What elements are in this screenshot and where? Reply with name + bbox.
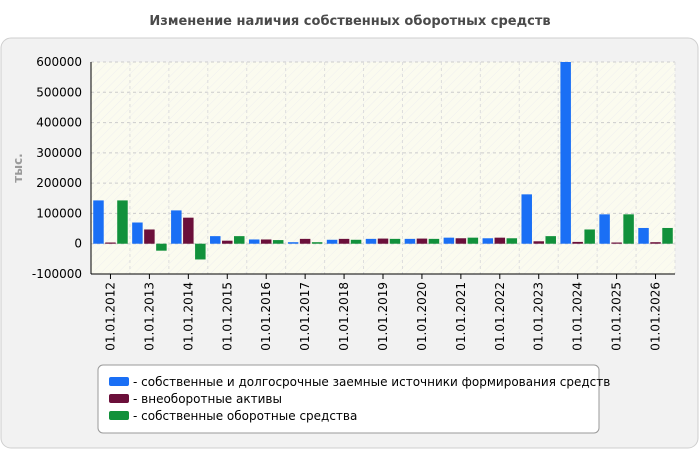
bar-series-2 bbox=[183, 217, 194, 244]
chart-title: Изменение наличия собственных оборотных … bbox=[149, 14, 550, 29]
y-tick-label: 500000 bbox=[36, 85, 82, 99]
legend: - собственные и долгосрочные заемные ист… bbox=[97, 364, 610, 434]
bar-series-3 bbox=[662, 227, 673, 244]
bar-series-2 bbox=[144, 229, 155, 244]
bar-series-1 bbox=[599, 214, 610, 244]
bar-series-2 bbox=[338, 238, 350, 244]
x-tick-label: 01.01.2013 bbox=[142, 282, 156, 351]
y-tick-label: 600000 bbox=[36, 55, 82, 69]
bar-series-3 bbox=[350, 239, 362, 244]
bar-series-2 bbox=[455, 238, 467, 244]
bar-series-1 bbox=[171, 210, 182, 244]
bar-series-2 bbox=[494, 237, 506, 244]
x-tick-label: 01.01.2017 bbox=[298, 282, 312, 351]
legend-label: - внеоборотные активы bbox=[133, 392, 282, 406]
bar-series-1 bbox=[521, 194, 532, 244]
bar-series-1 bbox=[404, 238, 416, 244]
bar-series-2 bbox=[299, 238, 311, 244]
bar-series-3 bbox=[467, 237, 479, 244]
x-tick-label: 01.01.2021 bbox=[454, 282, 468, 351]
bar-series-1 bbox=[248, 239, 260, 244]
bar-series-1 bbox=[93, 200, 104, 244]
bar-series-1 bbox=[210, 236, 221, 244]
x-tick-label: 01.01.2023 bbox=[532, 282, 546, 351]
legend-swatch bbox=[109, 377, 129, 386]
bar-series-2 bbox=[650, 242, 661, 244]
legend-label: - собственные оборотные средства bbox=[133, 409, 357, 423]
bar-series-3 bbox=[272, 240, 284, 244]
bar-series-1 bbox=[287, 242, 299, 244]
y-tick-label: 400000 bbox=[36, 116, 82, 130]
x-tick-label: 01.01.2019 bbox=[376, 282, 390, 351]
bar-series-3 bbox=[545, 236, 556, 244]
bar-series-1 bbox=[443, 237, 455, 244]
x-tick-label: 01.01.2024 bbox=[571, 282, 585, 351]
bar-series-3 bbox=[389, 238, 401, 244]
bar-series-3 bbox=[623, 214, 634, 244]
x-tick-label: 01.01.2025 bbox=[610, 282, 624, 351]
legend-label: - собственные и долгосрочные заемные ист… bbox=[133, 375, 610, 389]
bar-series-2 bbox=[533, 241, 544, 244]
bar-series-2 bbox=[416, 238, 428, 244]
bar-series-2 bbox=[611, 242, 622, 244]
x-axis: 01.01.2012 01.01.2013 01.01.2014 01.01.2015… bbox=[91, 273, 675, 351]
bar-series-1 bbox=[482, 238, 494, 244]
x-tick-label: 01.01.2015 bbox=[220, 282, 234, 351]
y-tick-label: 200000 bbox=[36, 176, 82, 190]
x-tick-label: 01.01.2026 bbox=[649, 282, 663, 351]
bar-series-2 bbox=[105, 242, 116, 244]
y-tick-label: 100000 bbox=[36, 206, 82, 220]
bar-series-3 bbox=[156, 243, 167, 251]
y-tick-label: 0 bbox=[74, 237, 82, 251]
bar-series-3 bbox=[195, 243, 206, 260]
legend-swatch bbox=[109, 411, 129, 420]
y-axis-label: тыс. bbox=[11, 153, 25, 182]
x-tick-label: 01.01.2016 bbox=[259, 282, 273, 351]
bar-series-3 bbox=[506, 238, 518, 244]
bar-series-2 bbox=[260, 239, 272, 244]
bar-series-2 bbox=[222, 240, 233, 244]
bar-series-1 bbox=[132, 222, 143, 244]
bar-series-2 bbox=[572, 241, 583, 244]
bar-series-3 bbox=[117, 200, 128, 244]
bar-series-1 bbox=[365, 238, 377, 244]
legend-swatch bbox=[109, 394, 129, 403]
x-tick-label: 01.01.2012 bbox=[103, 282, 117, 351]
bar-series-3 bbox=[234, 236, 245, 244]
y-axis: -100000 0 100000 200000 300000 400000 500000 60… bbox=[32, 55, 92, 281]
x-tick-label: 01.01.2020 bbox=[415, 282, 429, 351]
bar-series-3 bbox=[584, 229, 595, 244]
x-tick-label: 01.01.2018 bbox=[337, 282, 351, 351]
bar-series-1 bbox=[326, 239, 338, 244]
bar-series-3 bbox=[311, 242, 323, 244]
bar-series-1 bbox=[638, 227, 649, 244]
bars bbox=[93, 62, 673, 260]
y-tick-label: -100000 bbox=[32, 267, 82, 281]
x-tick-label: 01.01.2014 bbox=[181, 282, 195, 351]
bar-series-3 bbox=[428, 238, 440, 244]
x-tick-label: 01.01.2022 bbox=[493, 282, 507, 351]
y-tick-label: 300000 bbox=[36, 146, 82, 160]
bar-series-1 bbox=[560, 62, 571, 244]
bar-series-2 bbox=[377, 238, 389, 244]
legend-box bbox=[97, 364, 600, 434]
